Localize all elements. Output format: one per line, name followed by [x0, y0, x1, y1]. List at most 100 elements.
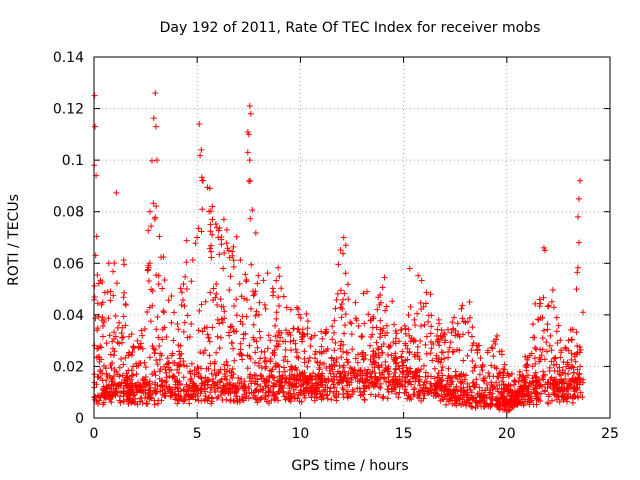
data-point [178, 301, 185, 308]
data-point [146, 378, 153, 385]
data-point [292, 365, 299, 372]
data-point [270, 380, 277, 387]
data-point [213, 349, 220, 356]
data-point [341, 322, 348, 329]
data-point [327, 385, 334, 392]
data-point [108, 399, 115, 406]
data-point [533, 393, 540, 400]
data-point [462, 372, 469, 379]
data-point [145, 262, 152, 269]
data-point [422, 341, 429, 348]
data-point [468, 403, 475, 410]
data-point [463, 402, 470, 409]
y-axis-label: ROTI / TECUs [6, 194, 22, 286]
data-point [544, 384, 551, 391]
data-point [546, 364, 553, 371]
data-point [431, 365, 438, 372]
data-point [418, 277, 425, 284]
y-tick-label: 0.02 [53, 359, 84, 375]
data-point [273, 277, 280, 284]
data-point [91, 293, 98, 300]
data-point [544, 303, 551, 310]
data-point [297, 315, 304, 322]
data-point [171, 359, 178, 366]
data-point [511, 378, 518, 385]
data-point [567, 326, 574, 333]
data-point [179, 297, 186, 304]
data-point [375, 362, 382, 369]
data-point [330, 329, 337, 336]
data-point [201, 379, 208, 386]
data-point [571, 353, 578, 360]
data-point [258, 394, 265, 401]
data-point [209, 324, 216, 331]
data-point [151, 349, 158, 356]
data-point [488, 344, 495, 351]
data-point [269, 285, 276, 292]
data-point [106, 382, 113, 389]
data-point [479, 387, 486, 394]
data-point [525, 382, 532, 389]
data-point [436, 342, 443, 349]
data-point [186, 333, 193, 340]
data-point [204, 397, 211, 404]
data-point [155, 272, 162, 279]
data-point [336, 379, 343, 386]
data-point [167, 393, 174, 400]
data-point [577, 346, 584, 353]
data-point [226, 332, 233, 339]
data-point [411, 385, 418, 392]
data-point [175, 388, 182, 395]
data-point [570, 369, 577, 376]
data-point [469, 358, 476, 365]
data-point [423, 385, 430, 392]
data-point [480, 392, 487, 399]
data-point [344, 281, 351, 288]
data-point [329, 378, 336, 385]
data-point [322, 329, 329, 336]
data-point [94, 345, 101, 352]
data-point [198, 301, 205, 308]
data-point [225, 247, 232, 254]
data-point [469, 379, 476, 386]
data-point [410, 391, 417, 398]
data-point [537, 390, 544, 397]
data-point [572, 358, 579, 365]
data-point [369, 331, 376, 338]
data-point [396, 383, 403, 390]
data-point [455, 331, 462, 338]
data-point [281, 393, 288, 400]
data-point [301, 394, 308, 401]
data-point [138, 327, 145, 334]
data-point [349, 346, 356, 353]
data-point [479, 361, 486, 368]
data-point [120, 361, 127, 368]
data-point [529, 363, 536, 370]
data-point [142, 381, 149, 388]
data-point [260, 385, 267, 392]
data-point [428, 339, 435, 346]
data-point [323, 392, 330, 399]
data-point [153, 388, 160, 395]
data-point [576, 239, 583, 246]
data-point [229, 365, 236, 372]
data-point [556, 364, 563, 371]
data-point [573, 329, 580, 336]
data-point [214, 302, 221, 309]
data-point [238, 352, 245, 359]
data-point [190, 382, 197, 389]
data-point [459, 302, 466, 309]
data-point [524, 372, 531, 379]
data-point [439, 364, 446, 371]
data-point [445, 326, 452, 333]
data-point [490, 353, 497, 360]
data-point [267, 387, 274, 394]
data-point [579, 309, 586, 316]
data-point [275, 388, 282, 395]
data-point [488, 379, 495, 386]
data-point [187, 376, 194, 383]
data-point [163, 369, 170, 376]
data-point [255, 311, 262, 318]
data-point [94, 400, 101, 407]
data-point [157, 350, 164, 357]
